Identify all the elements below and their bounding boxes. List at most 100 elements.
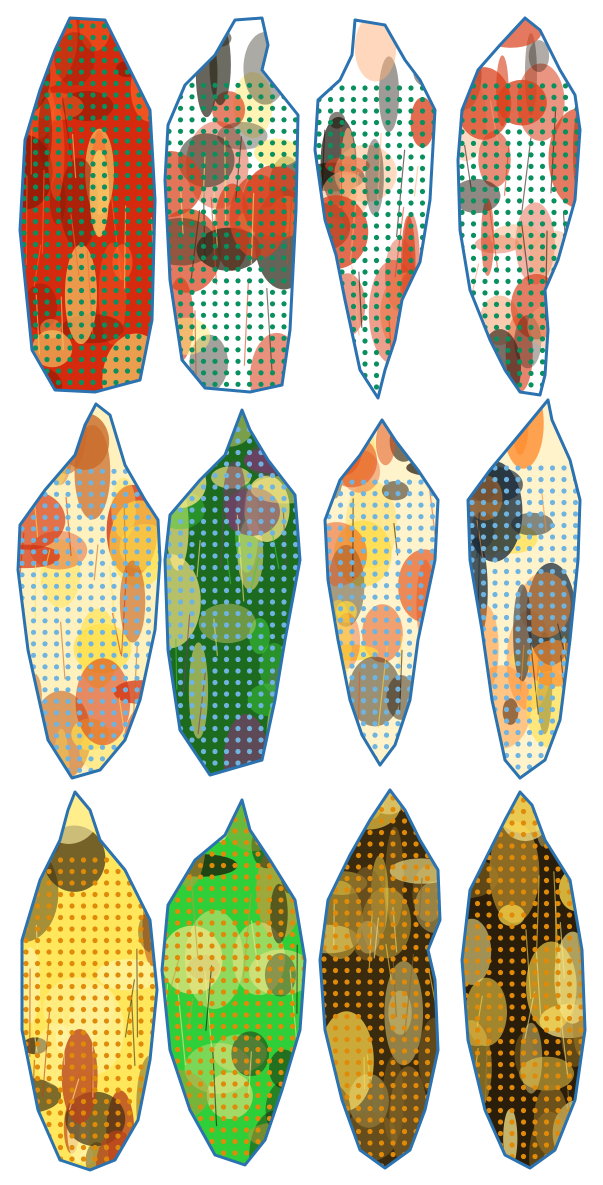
sample-dot: [509, 854, 515, 861]
sample-dot: [326, 721, 332, 727]
sample-dot: [292, 347, 298, 353]
sample-dot: [327, 326, 334, 333]
sample-dot: [515, 672, 521, 678]
texture-patch: [89, 149, 110, 238]
texture-patch: [270, 883, 288, 944]
sample-dot: [418, 594, 424, 600]
sample-dot: [99, 549, 106, 555]
sample-dot: [360, 640, 367, 646]
sample-dot: [90, 92, 96, 98]
sample-dot: [223, 656, 230, 663]
sample-dot: [355, 806, 362, 813]
sample-dot: [163, 885, 169, 892]
sample-dot: [53, 537, 60, 543]
sample-dot: [232, 1012, 238, 1018]
sample-dot: [474, 797, 481, 803]
specimen-1-3: [313, 18, 437, 400]
sample-dot: [406, 629, 413, 635]
sample-dot: [23, 937, 29, 944]
sample-dot: [326, 686, 332, 692]
sample-dot: [509, 820, 515, 826]
sample-dot: [480, 534, 487, 540]
sample-dot: [92, 972, 98, 978]
sample-dot: [429, 525, 436, 531]
sample-dot: [246, 679, 253, 686]
sample-dot: [429, 537, 436, 543]
sample-dot: [551, 347, 557, 353]
sample-dot: [413, 1071, 419, 1077]
sample-dot: [350, 108, 357, 114]
sample-dot: [122, 664, 129, 670]
sample-dot: [292, 449, 299, 456]
sample-dot: [258, 197, 264, 203]
sample-dot: [80, 914, 87, 921]
sample-dot: [177, 209, 184, 215]
sample-dot: [520, 912, 527, 918]
sample-dot: [101, 310, 108, 317]
sample-dot: [42, 756, 48, 762]
sample-dot: [281, 530, 287, 536]
sample-dot: [76, 491, 83, 497]
sample-dot: [395, 606, 401, 612]
sample-dot: [551, 129, 557, 135]
sample-dot: [53, 687, 60, 693]
sample-dot: [209, 816, 215, 823]
sample-dot: [232, 920, 238, 926]
sample-dot: [539, 186, 546, 192]
sample-dot: [561, 660, 567, 667]
sample-dot: [44, 322, 50, 328]
sample-dot: [344, 818, 350, 824]
sample-dot: [174, 1012, 181, 1018]
feather-streak: [175, 638, 178, 690]
sample-dot: [220, 851, 227, 857]
sample-dot: [350, 165, 357, 172]
sample-dot: [470, 186, 477, 192]
sample-dot: [163, 874, 169, 880]
sample-dot: [197, 862, 204, 869]
sample-dot: [136, 34, 142, 41]
sample-dot: [516, 198, 523, 204]
sample-dot: [23, 1006, 29, 1013]
sample-dot: [520, 1073, 527, 1079]
sample-dot: [344, 1151, 350, 1158]
specimen-outline: [18, 16, 157, 394]
sample-dot: [424, 887, 431, 893]
sample-dot: [34, 1087, 41, 1093]
sample-dot: [212, 381, 218, 387]
sample-dot: [163, 1092, 169, 1099]
sample-dot: [362, 119, 368, 126]
sample-dot: [197, 1138, 204, 1145]
sample-dot: [482, 232, 488, 238]
sample-dot: [401, 1117, 408, 1123]
sample-dot: [149, 1133, 156, 1139]
texture-patch: [162, 925, 223, 995]
sample-dot: [113, 230, 119, 236]
sample-dot: [390, 829, 396, 836]
sample-dot: [505, 382, 511, 388]
sample-dot: [21, 57, 27, 64]
sample-dot: [200, 163, 207, 169]
sample-dot: [469, 476, 475, 483]
sample-dot: [177, 174, 184, 180]
sample-dot: [281, 495, 287, 502]
sample-dot: [532, 1004, 538, 1010]
sample-dot: [463, 854, 469, 861]
sample-dot: [200, 587, 207, 594]
sample-dot: [332, 841, 339, 847]
sample-dot: [255, 943, 261, 949]
sample-dot: [372, 663, 378, 669]
sample-dot: [480, 557, 487, 563]
sample-dot: [209, 966, 215, 972]
sample-dot: [561, 729, 567, 736]
sample-dot: [209, 977, 215, 984]
sample-dot: [503, 718, 510, 724]
sample-dot: [21, 356, 27, 363]
sample-dot: [562, 324, 569, 330]
sample-dot: [326, 698, 332, 704]
sample-dot: [349, 744, 355, 750]
sample-dot: [395, 594, 401, 600]
sample-dot: [289, 1081, 296, 1087]
sample-dot: [103, 1029, 110, 1036]
sample-dot: [136, 264, 142, 271]
sample-dot: [124, 115, 131, 121]
